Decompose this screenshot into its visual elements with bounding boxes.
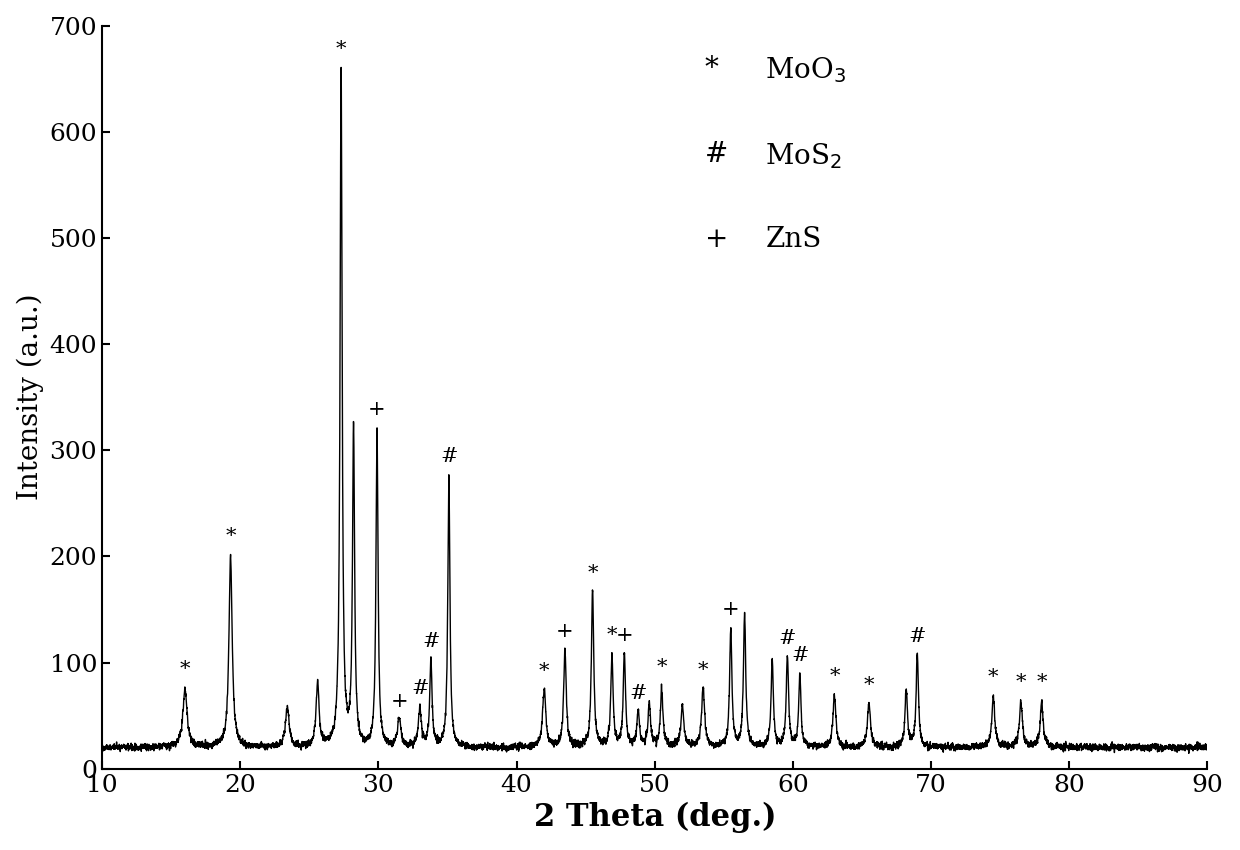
Text: #: #	[440, 447, 458, 467]
Text: *: *	[539, 661, 549, 681]
X-axis label: 2 Theta (deg.): 2 Theta (deg.)	[533, 802, 776, 833]
Text: +: +	[722, 600, 739, 620]
Text: *: *	[336, 40, 346, 59]
Text: *: *	[588, 564, 598, 582]
Text: *: *	[988, 668, 998, 688]
Text: *: *	[1016, 673, 1027, 693]
Text: MoS$_2$: MoS$_2$	[765, 141, 842, 171]
Text: *: *	[1037, 673, 1047, 692]
Text: #: #	[779, 629, 796, 649]
Text: #: #	[412, 678, 429, 698]
Text: +: +	[704, 226, 728, 253]
Text: *: *	[226, 527, 236, 546]
Text: +: +	[556, 621, 574, 641]
Text: *: *	[606, 626, 618, 645]
Text: *: *	[180, 660, 190, 678]
Text: *: *	[864, 676, 874, 695]
Text: *: *	[704, 55, 718, 82]
Y-axis label: Intensity (a.u.): Intensity (a.u.)	[16, 294, 45, 501]
Text: *: *	[656, 658, 667, 677]
Text: ZnS: ZnS	[765, 226, 822, 253]
Text: +: +	[391, 692, 408, 711]
Text: MoO$_3$: MoO$_3$	[765, 55, 846, 85]
Text: +: +	[615, 626, 634, 645]
Text: *: *	[698, 660, 708, 680]
Text: #: #	[909, 626, 926, 646]
Text: #: #	[630, 683, 647, 703]
Text: *: *	[830, 667, 839, 686]
Text: +: +	[368, 400, 386, 419]
Text: #: #	[704, 141, 728, 167]
Text: #: #	[422, 632, 440, 651]
Text: #: #	[791, 646, 808, 666]
